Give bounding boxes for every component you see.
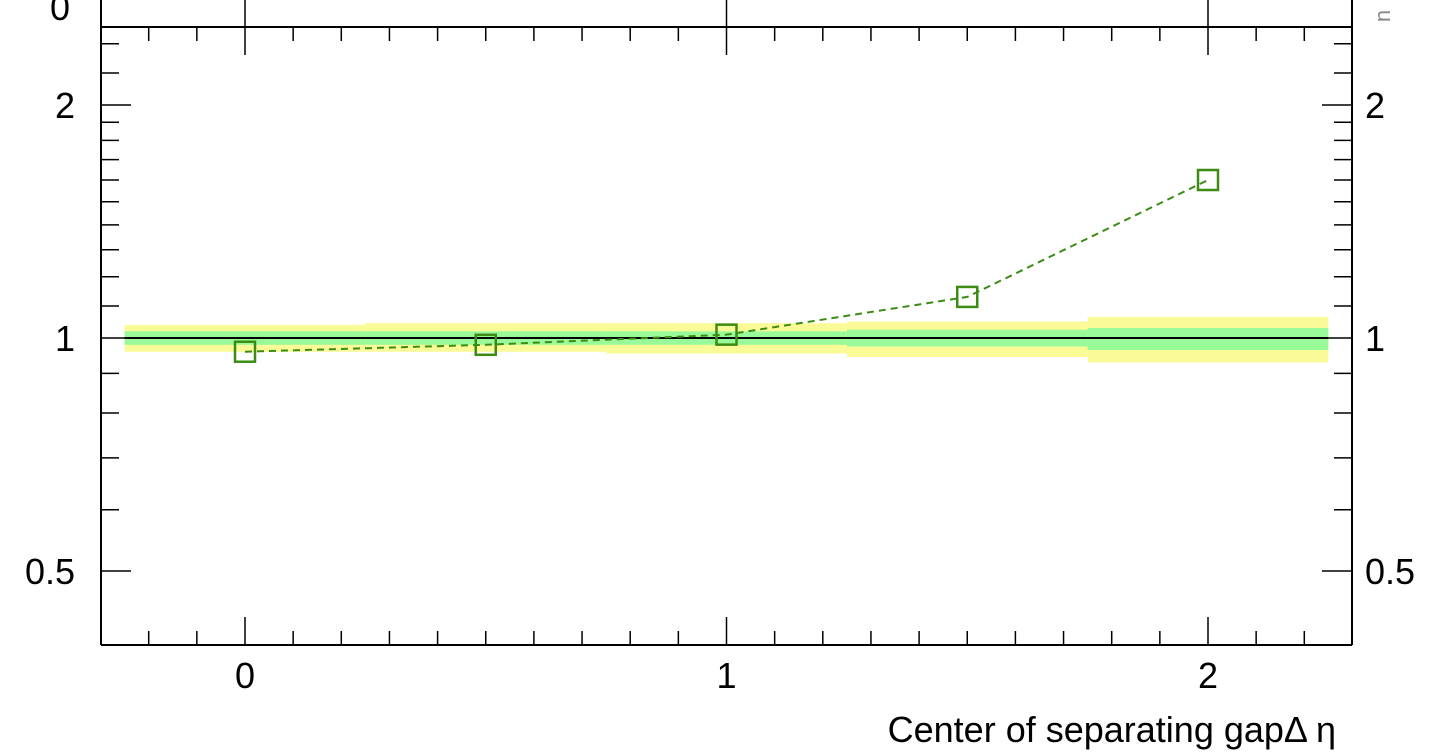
series-layer	[233, 168, 1220, 363]
x-tick-label: 0	[235, 655, 255, 696]
tick-labels-layer: 0 1 2 0.5 0.5 1 1 2 2	[25, 85, 1415, 696]
ticks-layer	[101, 0, 1352, 645]
band-inner-4	[1087, 328, 1329, 350]
data-point-0-1	[474, 333, 497, 357]
x-axis-title: Center of separating gapΔ η	[888, 709, 1336, 750]
series-line-0	[244, 179, 1209, 353]
x-tick-label: 1	[716, 655, 736, 696]
y-tick-label-right: 2	[1365, 85, 1385, 126]
frame-layer	[100, 0, 1353, 646]
y-tick-label-left: 0.5	[25, 551, 75, 592]
y-tick-label-left: 2	[55, 85, 75, 126]
x-tick-label: 2	[1198, 655, 1218, 696]
data-point-0-4	[1196, 168, 1220, 192]
clipped-top-right-label: n	[1370, 10, 1395, 22]
data-point-0-2	[715, 323, 738, 346]
y-tick-label-right: 0.5	[1365, 551, 1415, 592]
y-tick-label-left: 1	[55, 318, 75, 359]
data-point-0-3	[956, 285, 979, 309]
data-point-0-0	[233, 340, 257, 363]
y-tick-label-right: 1	[1365, 318, 1385, 359]
clipped-top-left-label: 0	[50, 0, 70, 28]
